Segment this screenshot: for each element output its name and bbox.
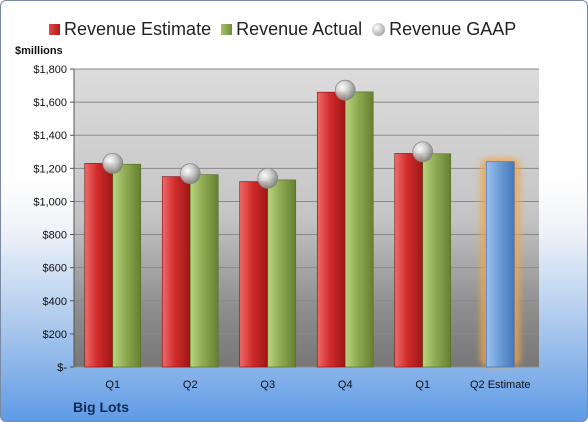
y-tick-label: $1,400 bbox=[33, 130, 67, 142]
x-tick-label: Q3 bbox=[260, 379, 275, 391]
bar-actual bbox=[267, 179, 297, 368]
bar-estimate bbox=[485, 161, 515, 368]
y-tick-label: $400 bbox=[43, 296, 67, 308]
y-tick-label: $1,200 bbox=[33, 163, 67, 175]
x-tick-label: Q1 bbox=[105, 379, 120, 391]
legend-label-actual: Revenue Actual bbox=[236, 18, 363, 39]
y-tick-label: $1,600 bbox=[33, 97, 67, 109]
bar-estimate bbox=[84, 163, 114, 368]
marker-gaap bbox=[257, 167, 279, 189]
company-name: Big Lots bbox=[73, 399, 129, 415]
legend: Revenue Estimate Revenue Actual Revenue … bbox=[49, 17, 516, 41]
legend-label-estimate: Revenue Estimate bbox=[64, 18, 212, 39]
legend-item-gaap: Revenue GAAP bbox=[372, 19, 516, 40]
legend-swatch-estimate bbox=[49, 23, 60, 35]
x-tick-label: Q2 Estimate bbox=[470, 379, 531, 391]
x-tick-label: Q1 bbox=[415, 379, 430, 391]
bar-actual bbox=[422, 153, 452, 368]
bar-actual bbox=[112, 163, 142, 368]
marker-gaap bbox=[334, 79, 356, 101]
marker-gaap bbox=[102, 152, 124, 174]
legend-swatch-gaap bbox=[372, 22, 386, 36]
bar-actual bbox=[344, 91, 374, 368]
y-tick-label: $200 bbox=[43, 329, 67, 341]
y-tick-label: $1,000 bbox=[33, 196, 67, 208]
legend-label-gaap: Revenue GAAP bbox=[389, 18, 517, 39]
legend-swatch-actual bbox=[221, 23, 233, 35]
y-tick-label: $- bbox=[57, 362, 67, 374]
x-tick-label: Q2 bbox=[183, 379, 198, 391]
plot-area bbox=[74, 69, 539, 367]
y-tick-label: $600 bbox=[43, 263, 67, 275]
y-tick-label: $800 bbox=[43, 230, 67, 242]
y-axis-unit-label: $millions bbox=[15, 45, 63, 57]
marker-gaap bbox=[412, 141, 434, 163]
bar-estimate bbox=[394, 153, 424, 368]
bar-actual bbox=[189, 174, 219, 368]
y-tick-label: $1,800 bbox=[33, 64, 67, 76]
legend-item-actual: Revenue Actual bbox=[221, 19, 362, 40]
x-tick-label: Q4 bbox=[338, 379, 353, 391]
legend-item-estimate: Revenue Estimate bbox=[49, 19, 211, 40]
bar-estimate bbox=[316, 91, 346, 368]
bar-estimate bbox=[161, 176, 191, 368]
marker-gaap bbox=[179, 163, 201, 185]
bar-estimate bbox=[239, 181, 269, 368]
